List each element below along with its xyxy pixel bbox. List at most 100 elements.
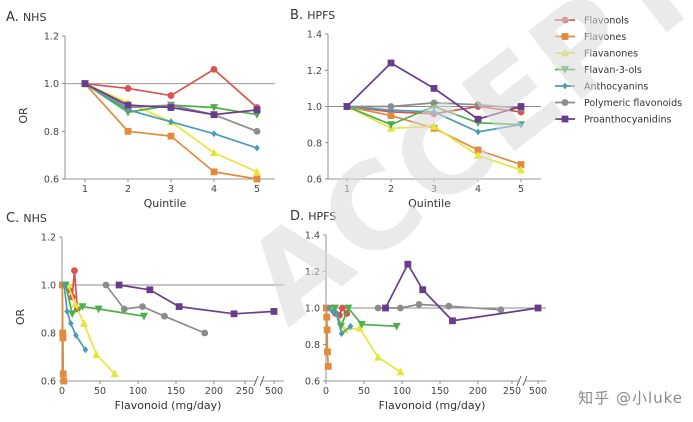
panel-label: B. (290, 8, 307, 23)
legend-marker (562, 82, 568, 90)
data-point (210, 168, 218, 176)
data-point (253, 106, 261, 114)
legend-item-flavan-3-ols: Flavan-3-ols (555, 65, 642, 76)
data-point (270, 308, 278, 315)
x-tick-label: 1 (82, 184, 88, 195)
data-point (387, 59, 395, 67)
credit-watermark: 知乎 @小luke (578, 389, 683, 407)
data-point (474, 151, 482, 159)
x-tick-label: 2 (388, 184, 394, 195)
series-line-proanthocyanidins (384, 263, 539, 322)
series-polymeric-flavonoids (102, 281, 209, 337)
data-point (73, 332, 79, 339)
legend-item-polymeric-flavonoids: Polymeric flavonoids (555, 98, 682, 109)
data-point (338, 330, 345, 337)
data-point (374, 304, 382, 312)
data-point (68, 310, 77, 318)
data-point (110, 369, 119, 378)
y-tick-label: 1.2 (44, 32, 59, 43)
legend-item-flavones: Flavones (555, 32, 626, 43)
y-tick-label: 1.2 (305, 267, 320, 278)
data-point (374, 353, 383, 361)
data-point (115, 281, 123, 289)
data-point (355, 323, 364, 332)
x-tick-label: 0 (323, 386, 329, 397)
y-tick-label: 0.6 (41, 377, 56, 388)
data-point (94, 305, 103, 314)
panel-title: B. HPFS (290, 8, 335, 23)
x-tick-label: 250 (236, 386, 254, 397)
x-tick-label: 100 (393, 386, 411, 397)
y-tick-label: 1.0 (44, 79, 59, 90)
data-point (210, 65, 218, 73)
x-tick-label: 50 (358, 386, 370, 397)
chart-panel-d: 0.6 0.8 1.0 1.2 1.4 0 50 100 150 200 250 500 D. HPFS… (290, 209, 547, 412)
x-tick-label: 50 (94, 386, 106, 397)
x-tick-label: 1 (344, 184, 350, 195)
x-tick-label: 150 (167, 386, 185, 397)
data-point (253, 167, 261, 176)
data-point (139, 312, 148, 321)
axis-break-mark (516, 375, 522, 387)
panel-cohort: NHS (23, 11, 47, 24)
accepted-watermark: ACCEPTED (220, 0, 693, 350)
y-tick-label: 1.2 (307, 66, 322, 77)
panel-title: A. NHS (6, 10, 46, 25)
accepted-stamp: ACCEPTED (220, 0, 693, 350)
y-tick-label: 0.8 (41, 329, 56, 340)
x-tick-label: 3 (431, 184, 437, 195)
series-anthocyanins (326, 304, 354, 337)
y-tick-label: 0.8 (307, 138, 322, 149)
legend-marker (561, 48, 569, 57)
data-point (71, 267, 78, 274)
x-tick-label: 150 (431, 386, 449, 397)
data-point (124, 85, 132, 92)
data-point (64, 308, 70, 315)
x-axis-label: Flavonoid (mg/day) (379, 399, 486, 412)
x-tick-label: 100 (129, 386, 147, 397)
y-tick-label: 0.8 (44, 127, 59, 138)
series-polymeric-flavonoids (374, 300, 505, 314)
y-tick-label: 1.0 (305, 304, 320, 315)
y-tick-label: 1.0 (41, 281, 56, 292)
data-point (430, 122, 438, 130)
axis-break-mark (259, 375, 265, 387)
x-tick-label: 4 (211, 184, 217, 195)
data-point (343, 103, 351, 110)
panel-cohort: NHS (23, 212, 47, 225)
series-proanthocyanidins (382, 260, 542, 325)
data-point (449, 317, 456, 325)
data-point (168, 118, 174, 126)
legend-marker (561, 16, 569, 24)
legend-item-anthocyanins: Anthocyanins (555, 82, 648, 93)
data-point (230, 310, 238, 318)
panel-label: D. (290, 209, 308, 224)
data-point (323, 313, 331, 321)
data-point (430, 99, 438, 107)
data-point (167, 132, 175, 140)
data-point (430, 84, 438, 92)
data-point (78, 303, 87, 311)
x-tick-label: 200 (469, 386, 487, 397)
data-point (474, 146, 482, 154)
data-point (210, 111, 218, 119)
x-tick-label: 5 (254, 184, 260, 195)
data-point (474, 115, 482, 123)
data-point (347, 322, 354, 330)
x-tick-label: 4 (475, 184, 481, 195)
data-point (254, 144, 260, 152)
data-point (382, 304, 389, 312)
legend-marker (561, 99, 569, 106)
x-tick-label: 500 (265, 386, 283, 397)
panel-title: C. NHS (6, 211, 47, 226)
chart-panel-b: 0.6 0.8 1.0 1.2 1.4 1 2 3 4 5 B. HPFS Quintile (290, 8, 541, 210)
legend-label: Anthocyanins (584, 82, 648, 93)
data-point (79, 319, 88, 327)
data-point (167, 104, 175, 111)
x-axis-label: Quintile (144, 197, 187, 210)
data-point (333, 310, 340, 317)
chart-panel-a: 0.6 0.8 1.0 1.2 1 2 3 4 5 A. NHS Quintile OR (6, 10, 275, 210)
legend-label: Flavanones (584, 49, 638, 60)
y-tick-label: 0.6 (44, 175, 59, 186)
